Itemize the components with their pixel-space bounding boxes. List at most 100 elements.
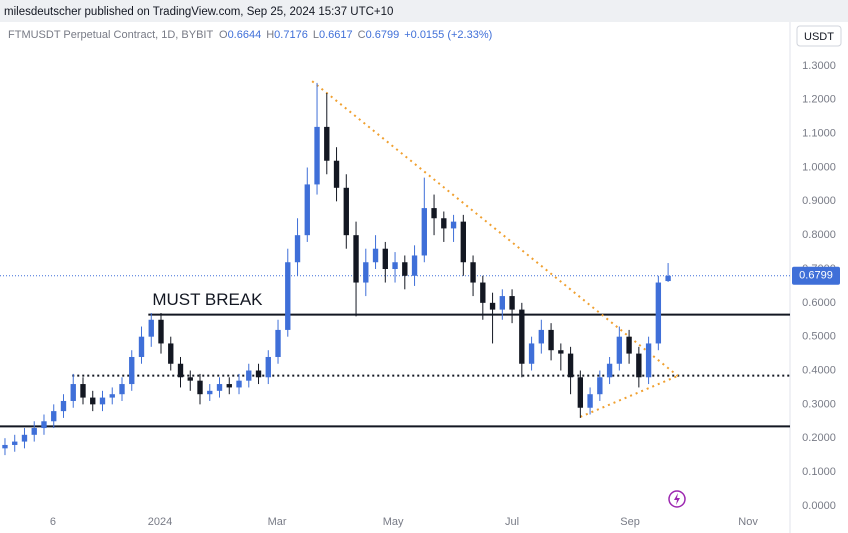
- y-tick-label: 0.1000: [802, 466, 836, 478]
- axes: 0.0000 0.1000 0.2000 0.3000 0.4000 0.5000 0.60…: [50, 60, 836, 528]
- ohlc-value: 0.6644: [228, 29, 262, 41]
- ohlc-value: 0.6617: [319, 29, 353, 41]
- price-label-box: [792, 266, 840, 285]
- candle-body: [558, 350, 564, 354]
- candle-body: [509, 296, 515, 310]
- candle-body: [645, 343, 652, 378]
- candle-body: [324, 126, 330, 161]
- candle-body: [31, 428, 37, 435]
- candle-body: [470, 262, 476, 283]
- candle-body: [197, 380, 203, 395]
- x-tick-label: Jul: [505, 516, 519, 528]
- x-tick-label: Sep: [620, 516, 640, 528]
- publisher: milesdeutscher published on TradingView.…: [4, 6, 393, 18]
- y-tick-label: 0.9000: [802, 195, 836, 207]
- candle-body: [392, 262, 398, 270]
- candle-body: [275, 329, 281, 357]
- candle-body: [294, 235, 301, 263]
- x-tick-label: May: [383, 516, 404, 528]
- candle-body: [353, 235, 359, 283]
- trendline: [579, 375, 679, 418]
- candle-body: [236, 380, 242, 388]
- y-tick-label: 0.3000: [802, 398, 836, 410]
- y-tick-label: 0.8000: [802, 229, 836, 241]
- candle-body: [665, 275, 671, 282]
- ohlc-value: 0.7176: [274, 29, 308, 41]
- candle-body: [567, 353, 574, 378]
- y-tick-label: 1.1000: [802, 128, 836, 140]
- lightning-bolt: [674, 493, 680, 505]
- currency-box: [796, 25, 842, 47]
- candle-body: [12, 441, 18, 445]
- ohlc-value: 0.6799: [366, 29, 400, 41]
- price-label: 0.6799: [799, 270, 833, 282]
- candle-body: [187, 377, 193, 381]
- candle-body: [431, 208, 437, 219]
- candle-body: [655, 282, 662, 344]
- x-tick-label: 6: [50, 516, 56, 528]
- candle-body: [548, 329, 554, 351]
- candle-body: [285, 262, 291, 330]
- ohlc-letter: H: [266, 29, 274, 41]
- candle-body: [99, 397, 106, 405]
- candle-body: [119, 384, 125, 395]
- candle-body: [51, 411, 57, 422]
- candle-body: [382, 248, 388, 270]
- candle-body: [177, 363, 184, 378]
- ohlc-letter: L: [313, 29, 319, 41]
- legend-text: FTMUSDT Perpetual Contract, 1D, BYBIT O0.…: [8, 29, 492, 41]
- candle-body: [333, 160, 340, 188]
- x-tick-label: Nov: [738, 516, 758, 528]
- change: +0.0155 (+2.33%): [404, 29, 492, 41]
- candle-body: [636, 353, 642, 378]
- symbol: FTMUSDT Perpetual Contract, 1D, BYBIT: [8, 29, 213, 41]
- candle-body: [314, 126, 320, 185]
- candle-body: [246, 370, 252, 381]
- candle-body: [168, 343, 174, 364]
- candle-body: [207, 390, 213, 395]
- x-tick-label: 2024: [148, 516, 172, 528]
- x-tick-label: Mar: [268, 516, 287, 528]
- candle-body: [587, 394, 593, 408]
- candle-body: [90, 397, 96, 405]
- candle-body: [499, 296, 506, 310]
- y-tick-label: 1.2000: [802, 94, 836, 106]
- candle-body: [158, 319, 164, 344]
- y-tick-label: 0.5000: [802, 331, 836, 343]
- legend: FTMUSDT Perpetual Contract, 1D, BYBIT O0.…: [8, 29, 492, 41]
- y-tick-label: 0.0000: [802, 500, 836, 512]
- candle-body: [519, 309, 525, 364]
- ohlc-letter: O: [219, 29, 228, 41]
- candle-body: [363, 262, 369, 283]
- candle-body: [60, 400, 67, 412]
- candle-body: [41, 421, 47, 429]
- candle-body: [441, 218, 447, 229]
- candle-body: [450, 221, 457, 229]
- candle-body: [226, 384, 232, 388]
- y-tick-label: 0.4000: [802, 364, 836, 376]
- candle-body: [538, 329, 545, 344]
- candle-body: [489, 302, 496, 310]
- candle-body: [421, 208, 427, 256]
- annotation: MUST BREAK: [152, 290, 263, 309]
- candle-body: [2, 444, 8, 449]
- ohlc-letter: C: [358, 29, 366, 41]
- candle-body: [480, 282, 486, 303]
- candle-body: [304, 184, 310, 236]
- candle-body: [216, 384, 223, 391]
- candle-body: [265, 356, 271, 378]
- candle-body: [606, 363, 613, 378]
- candle-body: [626, 336, 632, 354]
- candle-body: [255, 370, 262, 378]
- trendline: [311, 80, 679, 377]
- candle-body: [616, 336, 623, 364]
- y-tick-label: 0.2000: [802, 432, 836, 444]
- candle-body: [597, 377, 603, 395]
- candle-body: [138, 336, 145, 357]
- candle-body: [148, 319, 154, 337]
- publisher-bar: [0, 0, 848, 22]
- candle-body: [80, 384, 86, 398]
- lightning-icon[interactable]: [668, 490, 686, 508]
- candle-body: [70, 384, 76, 401]
